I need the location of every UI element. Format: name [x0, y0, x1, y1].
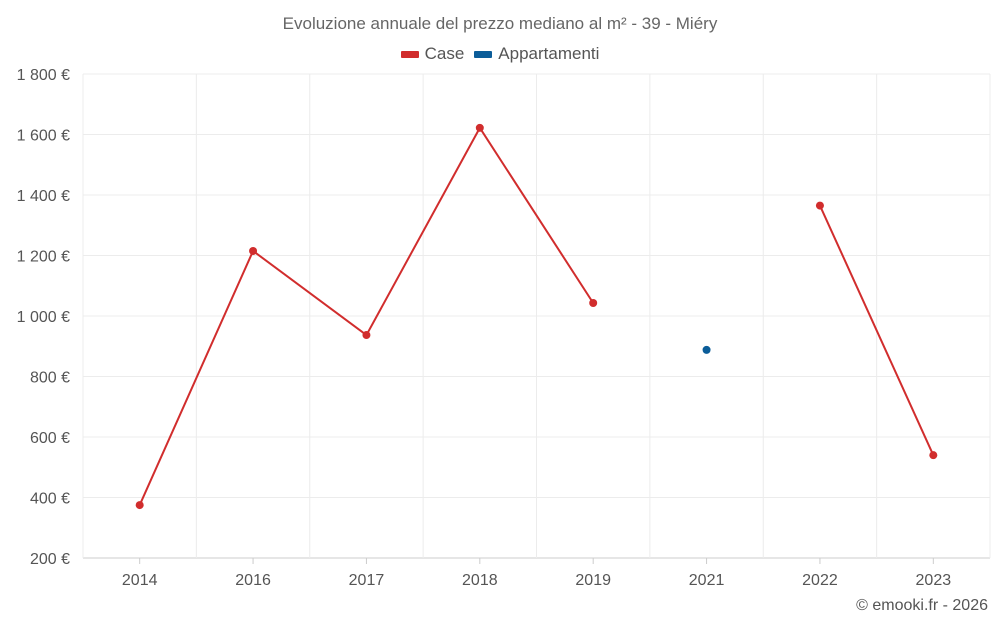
data-point-case[interactable] [815, 201, 824, 210]
legend-swatch-case [400, 50, 419, 58]
data-point-appartamenti[interactable] [702, 345, 711, 354]
legend-swatch-appartamenti [474, 50, 493, 58]
x-tick-label: 2019 [575, 572, 611, 589]
data-point-case[interactable] [249, 246, 258, 255]
x-tick-label: 2023 [916, 572, 952, 589]
data-point-case[interactable] [929, 451, 938, 460]
legend-label-case: Case [424, 44, 465, 63]
series-points [135, 123, 938, 510]
y-tick-label: 800 € [30, 370, 70, 387]
y-tick-label: 1 600 € [17, 128, 70, 145]
x-tick-label: 2014 [122, 572, 158, 589]
y-tick-label: 1 800 € [17, 67, 70, 84]
chart-legend: Case Appartamenti [0, 44, 1000, 64]
y-tick-label: 400 € [30, 491, 70, 508]
y-tick-label: 600 € [30, 430, 70, 447]
data-point-case[interactable] [589, 298, 598, 307]
copyright-credit: © emooki.fr - 2026 [856, 597, 988, 614]
x-tick-label: 2021 [689, 572, 725, 589]
y-tick-label: 200 € [30, 551, 70, 568]
grid-lines [82, 73, 991, 559]
x-tick-label: 2017 [349, 572, 385, 589]
legend-item-appartamenti[interactable]: Appartamenti [474, 44, 599, 64]
chart-title: Evoluzione annuale del prezzo mediano al… [282, 14, 718, 33]
x-tick-label: 2016 [235, 572, 271, 589]
x-tick-label: 2018 [462, 572, 498, 589]
data-point-case[interactable] [475, 123, 484, 132]
data-point-case[interactable] [135, 501, 144, 510]
y-axis: 200 € 400 € 600 € 800 € 1 000 € 1 200 € 1 400 … [17, 67, 70, 568]
y-tick-label: 1 200 € [17, 249, 70, 266]
legend-label-appartamenti: Appartamenti [498, 44, 600, 63]
legend-item-case[interactable]: Case [400, 44, 465, 64]
series-line-case [819, 205, 935, 456]
x-tick-label: 2022 [802, 572, 838, 589]
x-axis: 2014 2016 2017 2018 2019 2021 2022 2023 [122, 558, 951, 589]
y-tick-label: 1 400 € [17, 188, 70, 205]
data-point-case[interactable] [362, 331, 371, 340]
y-tick-label: 1 000 € [17, 309, 70, 326]
